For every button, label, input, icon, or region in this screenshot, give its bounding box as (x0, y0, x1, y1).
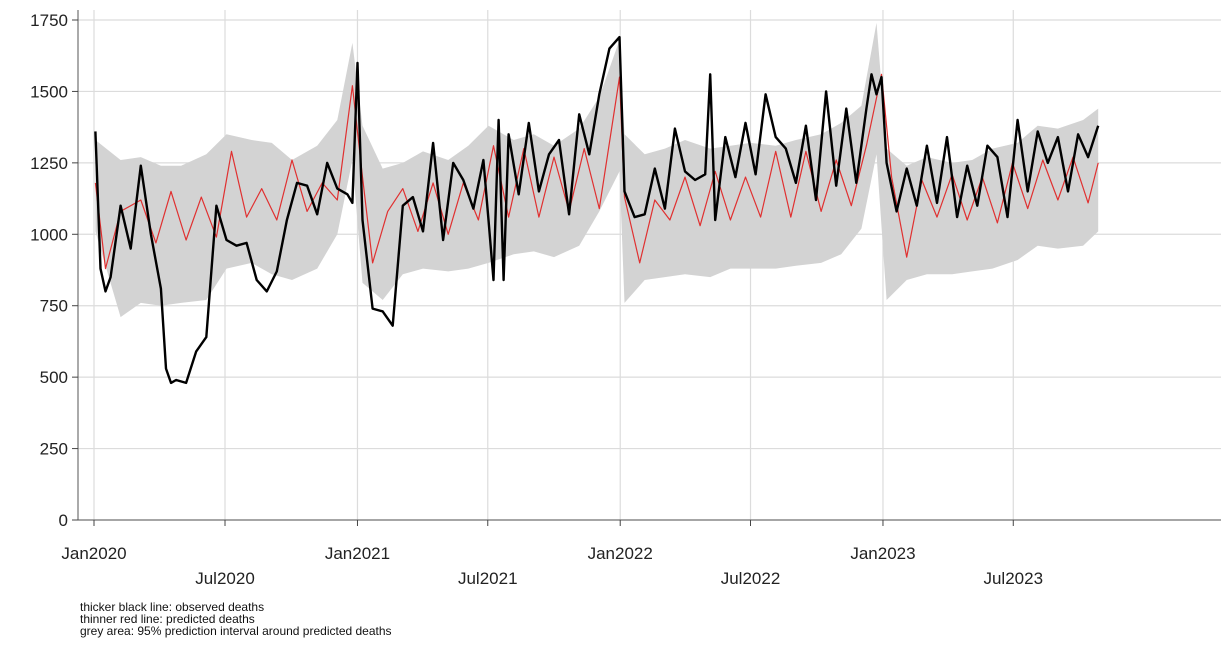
note-predicted: thinner red line: predicted deaths (80, 612, 255, 626)
note-observed: thicker black line: observed deaths (80, 600, 265, 614)
y-tick-label: 250 (40, 440, 68, 459)
observed-deaths-line (94, 35, 1100, 385)
x-tick-label: Jul2020 (195, 569, 255, 588)
x-tick-label: Jul2021 (458, 569, 518, 588)
y-tick-label: 1000 (30, 225, 68, 244)
chart: 0 250 500 750 1000 1250 1500 1750 Jan2020 Jul202… (30, 10, 1221, 588)
x-tick-label: Jan2021 (325, 544, 390, 563)
predicted-deaths-line (94, 73, 1099, 270)
y-tick-label: 0 (59, 511, 68, 530)
x-axis-ticks: Jan2020 Jul2020 Jan2021 Jul2021 Jan2022 Jul20… (61, 520, 1043, 588)
note-interval: grey area: 95% prediction interval aroun… (80, 624, 392, 638)
y-tick-label: 1250 (30, 154, 68, 173)
chart-notes: thicker black line: observed deaths thin… (80, 601, 392, 637)
y-tick-label: 1500 (30, 82, 68, 101)
x-tick-label: Jan2022 (588, 544, 653, 563)
predicted-deaths-series (94, 73, 1099, 270)
observed-deaths-series (94, 35, 1100, 385)
x-tick-label: Jan2020 (61, 544, 126, 563)
y-tick-label: 500 (40, 368, 68, 387)
y-tick-label: 1750 (30, 11, 68, 30)
x-tick-label: Jul2022 (721, 569, 781, 588)
prediction-interval-area (95, 22, 1099, 318)
prediction-interval-band (95, 22, 1099, 318)
axes (77, 10, 1221, 521)
x-tick-label: Jul2023 (983, 569, 1043, 588)
y-tick-label: 750 (40, 297, 68, 316)
y-axis-ticks: 0 250 500 750 1000 1250 1500 1750 (30, 11, 78, 530)
x-tick-label: Jan2023 (850, 544, 915, 563)
